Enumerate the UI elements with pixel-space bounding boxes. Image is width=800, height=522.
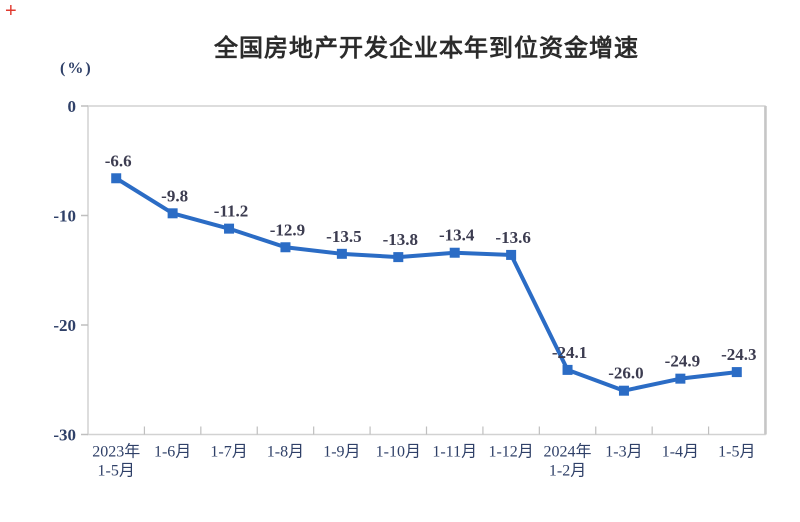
data-point-label: -26.0 xyxy=(608,364,643,383)
plot-area-border xyxy=(87,105,766,436)
y-axis-tick-label: 0 xyxy=(68,97,77,116)
data-point-marker xyxy=(224,223,235,234)
data-point-label: -24.1 xyxy=(552,343,587,362)
data-point-label: -12.9 xyxy=(270,220,305,239)
x-axis-tick-label: 1-8月 xyxy=(267,444,304,461)
data-point-label: -13.8 xyxy=(383,230,418,249)
x-axis-tick-label: 1-3月 xyxy=(605,444,642,461)
data-point-marker xyxy=(393,252,404,263)
data-line xyxy=(114,176,739,393)
data-point-label: -24.3 xyxy=(721,345,756,364)
data-point-marker xyxy=(449,247,460,258)
chart-title: 全国房地产开发企业本年到位资金增速 xyxy=(214,35,639,62)
data-point-marker xyxy=(731,367,742,378)
data-point-label: -9.8 xyxy=(161,186,188,205)
data-point-label: -6.6 xyxy=(105,151,132,170)
data-point-marker xyxy=(336,248,347,259)
x-axis-tick-label: 1-9月 xyxy=(323,444,360,461)
data-point-marker xyxy=(562,364,573,375)
data-point-label: -13.6 xyxy=(495,228,530,247)
plus-icon[interactable]: + xyxy=(5,0,17,22)
data-point-marker xyxy=(506,249,517,260)
x-axis-tick-label: 1-11月 xyxy=(432,444,477,461)
y-axis-tick-label: -20 xyxy=(53,316,76,335)
x-axis-tick-label: 1-4月 xyxy=(662,444,699,461)
x-axis-tick-label: 1-5月 xyxy=(718,444,755,461)
x-axis-tick-label: 1-10月 xyxy=(376,444,421,461)
data-point-marker xyxy=(675,373,686,384)
data-point-marker xyxy=(111,173,122,184)
y-axis-tick-label: -10 xyxy=(53,207,76,226)
data-point-label: -24.9 xyxy=(665,352,700,371)
data-point-marker xyxy=(618,385,629,396)
data-point-label: -13.4 xyxy=(439,226,475,245)
data-point-marker xyxy=(167,208,178,219)
x-axis-tick-label: 1-6月 xyxy=(154,444,191,461)
x-axis-tick-label: 1-12月 xyxy=(488,444,533,461)
x-axis-tick-label: 2024年 1-2月 xyxy=(544,443,592,480)
x-axis-tick-label: 2023年 1-5月 xyxy=(92,443,140,480)
data-point-marker xyxy=(280,242,291,253)
data-point-label: -13.5 xyxy=(326,227,361,246)
data-point-label: -11.2 xyxy=(214,202,248,221)
y-axis-unit-label: (%) xyxy=(60,60,93,77)
x-axis-tick-label: 1-7月 xyxy=(210,444,247,461)
y-axis-tick-label: -30 xyxy=(53,426,76,445)
